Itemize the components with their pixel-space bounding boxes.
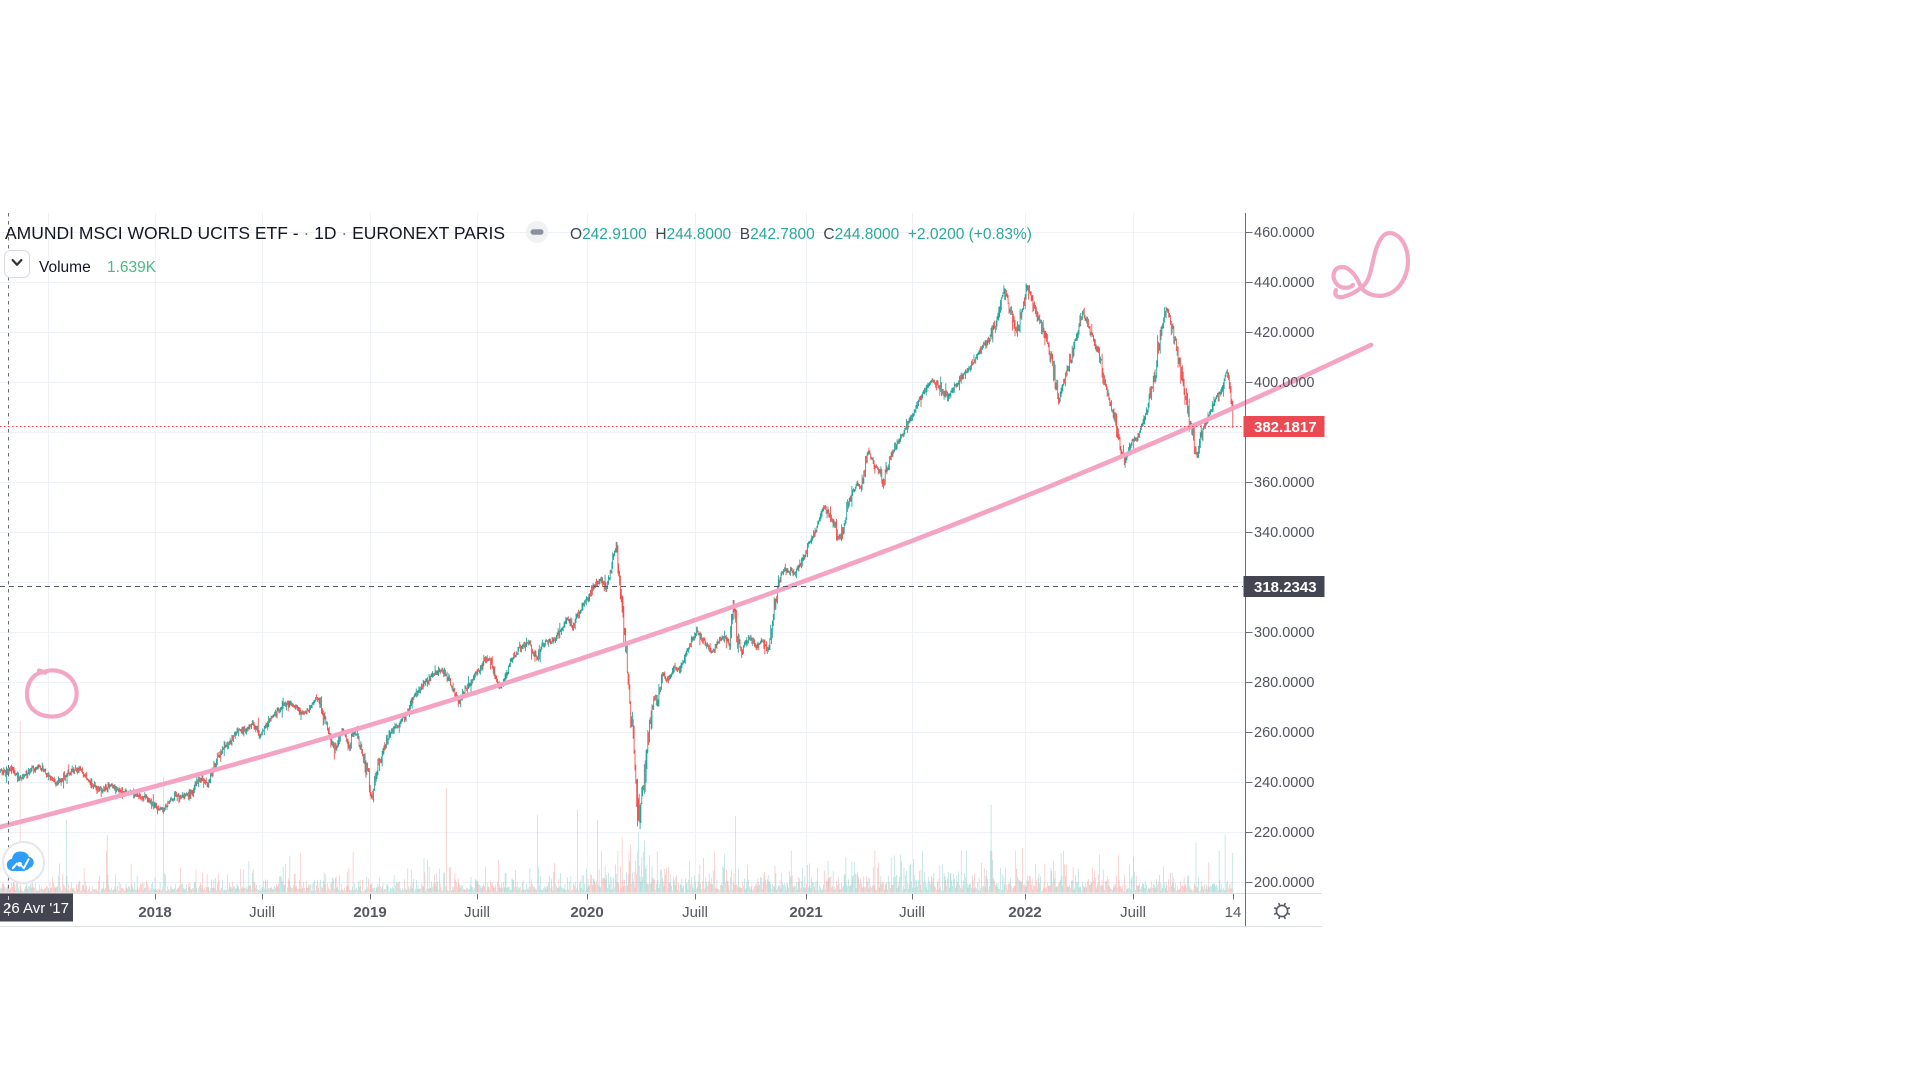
svg-text:280.0000: 280.0000 [1254,675,1314,691]
svg-text:400.0000: 400.0000 [1254,375,1314,391]
svg-text:220.0000: 220.0000 [1254,825,1314,841]
svg-text:2022: 2022 [1008,904,1041,921]
svg-text:318.2343: 318.2343 [1254,579,1317,596]
svg-text:200.0000: 200.0000 [1254,875,1314,891]
svg-text:440.0000: 440.0000 [1254,275,1314,291]
svg-text:240.0000: 240.0000 [1254,775,1314,791]
svg-text:460.0000: 460.0000 [1254,225,1314,241]
svg-text:AMUNDI MSCI WORLD UCITS ETF -: AMUNDI MSCI WORLD UCITS ETF - · 1D · EUR… [5,223,505,243]
svg-text:2021: 2021 [789,904,822,921]
svg-text:340.0000: 340.0000 [1254,525,1314,541]
svg-text:Juill: Juill [249,904,275,921]
svg-text:382.1817: 382.1817 [1254,419,1317,436]
svg-text:Juill: Juill [899,904,925,921]
svg-text:1.639K: 1.639K [107,259,157,276]
svg-text:2020: 2020 [570,904,603,921]
svg-text:Juill: Juill [464,904,490,921]
svg-text:26 Avr '17: 26 Avr '17 [3,900,69,917]
svg-text:Juill: Juill [1120,904,1146,921]
svg-text:Volume: Volume [39,259,91,276]
svg-text:360.0000: 360.0000 [1254,475,1314,491]
svg-text:Juill: Juill [682,904,708,921]
svg-text:2019: 2019 [353,904,386,921]
svg-text:2018: 2018 [138,904,171,921]
svg-text:14: 14 [1225,904,1242,921]
svg-text:260.0000: 260.0000 [1254,725,1314,741]
svg-text:420.0000: 420.0000 [1254,325,1314,341]
svg-text:O242.9100 H244.8000 B242.780: O242.9100 H244.8000 B242.7800 C244.8000 … [570,226,1032,243]
svg-text:300.0000: 300.0000 [1254,625,1314,641]
